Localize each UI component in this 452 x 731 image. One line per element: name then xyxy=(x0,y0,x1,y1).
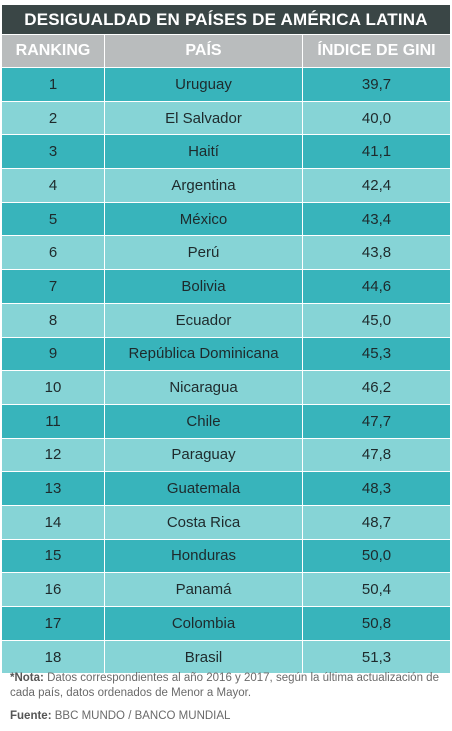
country-cell: Argentina xyxy=(105,169,303,203)
country-cell: Paraguay xyxy=(105,438,303,473)
gini-cell: 47,8 xyxy=(303,438,450,473)
country-cell: Brasil xyxy=(105,640,303,675)
country-cell: Bolivia xyxy=(105,270,303,304)
gini-cell: 47,7 xyxy=(303,404,450,439)
country-cell: Honduras xyxy=(105,539,303,574)
country-cell: Uruguay xyxy=(105,68,303,102)
table-row: 11 Chile 47,7 xyxy=(2,404,450,439)
table-row: 14 Costa Rica 48,7 xyxy=(2,505,450,540)
table-row: 15 Honduras 50,0 xyxy=(2,539,450,574)
ranking-cell: 12 xyxy=(2,438,105,473)
gini-cell: 44,6 xyxy=(303,270,450,304)
gini-cell: 43,8 xyxy=(303,236,450,271)
country-cell: República Dominicana xyxy=(105,337,303,372)
table-title: DESIGUALDAD EN PAÍSES DE AMÉRICA LATINA xyxy=(2,5,450,34)
country-cell: Costa Rica xyxy=(105,505,303,540)
gini-cell: 40,0 xyxy=(303,101,450,136)
ranking-cell: 4 xyxy=(2,169,105,203)
ranking-cell: 10 xyxy=(2,371,105,405)
gini-table: RANKING PAÍS ÍNDICE DE GINI 1 Uruguay 39,7… xyxy=(2,35,450,675)
gini-cell: 48,7 xyxy=(303,505,450,540)
ranking-cell: 3 xyxy=(2,135,105,170)
gini-cell: 48,3 xyxy=(303,472,450,506)
gini-cell: 50,4 xyxy=(303,573,450,607)
table-row: 4 Argentina 42,4 xyxy=(2,169,450,203)
country-cell: Chile xyxy=(105,404,303,439)
source-label: Fuente: xyxy=(10,710,52,722)
country-cell: Nicaragua xyxy=(105,371,303,405)
ranking-cell: 7 xyxy=(2,270,105,304)
table-row: 2 El Salvador 40,0 xyxy=(2,101,450,136)
country-cell: Ecuador xyxy=(105,303,303,338)
gini-cell: 50,8 xyxy=(303,607,450,641)
ranking-cell: 18 xyxy=(2,640,105,675)
gini-cell: 51,3 xyxy=(303,640,450,675)
ranking-cell: 17 xyxy=(2,607,105,641)
gini-cell: 45,0 xyxy=(303,303,450,338)
table-header: RANKING PAÍS ÍNDICE DE GINI xyxy=(2,35,450,68)
source-text: BBC MUNDO / BANCO MUNDIAL xyxy=(51,710,231,722)
table-row: 5 México 43,4 xyxy=(2,202,450,237)
table-row: 18 Brasil 51,3 xyxy=(2,640,450,675)
footnote: *Nota: Datos correspondientes al año 201… xyxy=(10,671,446,701)
ranking-cell: 15 xyxy=(2,539,105,574)
header-ranking: RANKING xyxy=(2,35,105,68)
country-cell: El Salvador xyxy=(105,101,303,136)
gini-cell: 50,0 xyxy=(303,539,450,574)
source-line: Fuente: BBC MUNDO / BANCO MUNDIAL xyxy=(10,709,446,724)
gini-cell: 46,2 xyxy=(303,371,450,405)
gini-cell: 42,4 xyxy=(303,169,450,203)
header-row: RANKING PAÍS ÍNDICE DE GINI xyxy=(2,35,450,68)
table-row: 9 República Dominicana 45,3 xyxy=(2,337,450,372)
gini-cell: 43,4 xyxy=(303,202,450,237)
ranking-cell: 11 xyxy=(2,404,105,439)
ranking-cell: 9 xyxy=(2,337,105,372)
country-cell: Colombia xyxy=(105,607,303,641)
country-cell: Guatemala xyxy=(105,472,303,506)
country-cell: Perú xyxy=(105,236,303,271)
table-row: 6 Perú 43,8 xyxy=(2,236,450,271)
header-gini: ÍNDICE DE GINI xyxy=(303,35,450,68)
table-row: 1 Uruguay 39,7 xyxy=(2,68,450,102)
gini-cell: 39,7 xyxy=(303,68,450,102)
country-cell: México xyxy=(105,202,303,237)
table-row: 12 Paraguay 47,8 xyxy=(2,438,450,473)
ranking-cell: 1 xyxy=(2,68,105,102)
ranking-cell: 5 xyxy=(2,202,105,237)
country-cell: Panamá xyxy=(105,573,303,607)
ranking-cell: 16 xyxy=(2,573,105,607)
gini-cell: 41,1 xyxy=(303,135,450,170)
table-row: 16 Panamá 50,4 xyxy=(2,573,450,607)
footnote-text: Datos correspondientes al año 2016 y 201… xyxy=(10,672,439,699)
gini-cell: 45,3 xyxy=(303,337,450,372)
table-row: 7 Bolivia 44,6 xyxy=(2,270,450,304)
table-row: 8 Ecuador 45,0 xyxy=(2,303,450,338)
ranking-cell: 6 xyxy=(2,236,105,271)
footnote-label: *Nota: xyxy=(10,672,44,684)
table-row: 17 Colombia 50,8 xyxy=(2,607,450,641)
country-cell: Haití xyxy=(105,135,303,170)
ranking-cell: 2 xyxy=(2,101,105,136)
table-row: 3 Haití 41,1 xyxy=(2,135,450,170)
table-row: 13 Guatemala 48,3 xyxy=(2,472,450,506)
ranking-cell: 13 xyxy=(2,472,105,506)
ranking-cell: 8 xyxy=(2,303,105,338)
ranking-cell: 14 xyxy=(2,505,105,540)
table-row: 10 Nicaragua 46,2 xyxy=(2,371,450,405)
header-country: PAÍS xyxy=(105,35,303,68)
table-body: 1 Uruguay 39,7 2 El Salvador 40,0 3 Haití 41,1 4 A… xyxy=(2,68,450,675)
